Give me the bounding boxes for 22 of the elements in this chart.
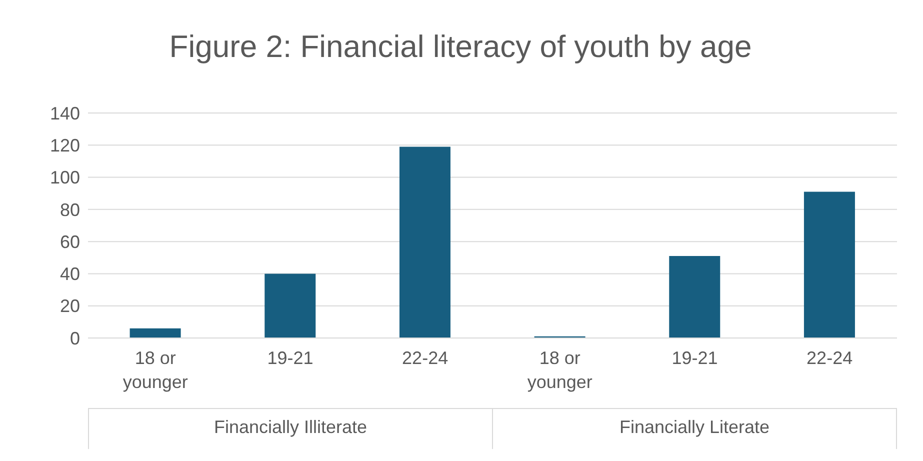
x-tick-label: 18 or younger (122, 348, 188, 392)
x-tick-label: 22-24 (806, 348, 853, 368)
text: Financially Illiterate (88, 409, 492, 449)
y-tick-label: 80 (60, 200, 80, 220)
y-tick-label: 140 (50, 103, 80, 124)
x-tick-label: 19-21 (267, 348, 314, 368)
y-tick-label: 0 (70, 328, 80, 348)
bar (264, 274, 316, 338)
chart-title: Figure 2: Financial literacy of youth by age (168, 28, 753, 66)
bar (804, 192, 855, 338)
y-tick-label: 20 (60, 296, 80, 316)
y-tick-label: 100 (50, 168, 80, 188)
x-tick-label: 19-21 (672, 348, 718, 368)
bar (130, 328, 181, 338)
x-tick-label: 18 or younger (527, 348, 592, 392)
bar (399, 146, 450, 338)
x-tick-label: 22-24 (402, 348, 448, 368)
y-tick-label: 120 (50, 136, 80, 156)
text: Financially Literate (492, 409, 897, 449)
bar (669, 256, 720, 338)
y-tick-label: 40 (60, 264, 80, 284)
y-tick-label: 60 (60, 232, 80, 252)
